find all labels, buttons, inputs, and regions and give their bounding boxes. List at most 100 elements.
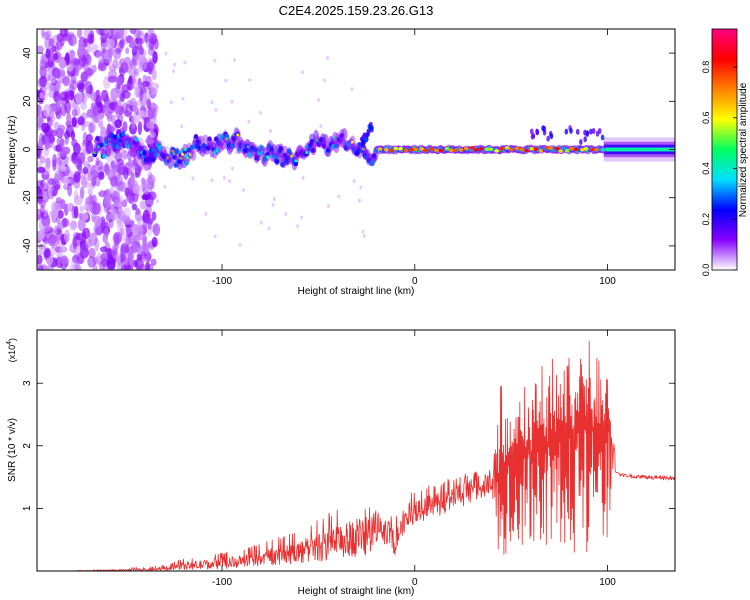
band-peak <box>294 159 298 163</box>
spike-blob <box>591 128 596 135</box>
strong-core <box>600 147 606 152</box>
noise-blob <box>76 158 83 171</box>
noise-blob <box>73 205 79 219</box>
noise-blob <box>37 166 46 174</box>
noise-blob <box>100 42 106 52</box>
colorbar-ticks: 0.0 0.2 0.4 0.6 0.8 <box>701 61 737 276</box>
noise-blob <box>94 226 103 236</box>
noise-blob <box>37 254 43 265</box>
noise-blob <box>103 194 112 209</box>
noise-blob <box>129 39 136 49</box>
noise-blob <box>116 162 125 176</box>
strong-peak <box>580 147 585 152</box>
noise-blob <box>48 185 53 199</box>
spectrogram-y-label: Frequency (Hz) <box>7 116 18 185</box>
sparse-dot <box>213 234 217 239</box>
noise-blob <box>152 223 161 236</box>
noise-blob <box>118 195 124 202</box>
noise-blob <box>100 252 108 262</box>
snr-y-tick-label: 1 <box>22 505 33 511</box>
noise-blob <box>87 256 96 268</box>
noise-blob <box>134 171 139 179</box>
noise-blob <box>77 152 86 165</box>
sparse-dot <box>165 145 169 150</box>
band-core <box>356 146 361 152</box>
noise-blob <box>58 124 66 133</box>
spectrogram-x-tick-label: 100 <box>599 276 616 287</box>
noise-blob <box>131 203 138 211</box>
noise-blob <box>42 225 51 233</box>
spectrogram-y-tick-label: -20 <box>22 190 33 205</box>
noise-blob <box>82 131 88 146</box>
sparse-dot <box>352 179 356 184</box>
noise-blob <box>137 121 142 136</box>
noise-blob <box>141 177 146 192</box>
noise-blob <box>82 227 91 240</box>
noise-blob <box>137 216 142 226</box>
noise-blob <box>77 41 87 50</box>
noise-blob <box>113 164 122 173</box>
noise-blob <box>104 162 110 176</box>
noise-blob <box>38 196 43 204</box>
sparse-dot <box>164 51 168 56</box>
noise-blob <box>148 29 154 40</box>
noise-blob <box>151 103 159 114</box>
noise-blob <box>119 39 125 49</box>
spike-blob <box>583 136 587 143</box>
noise-blob <box>123 217 132 226</box>
noise-blob <box>56 40 63 51</box>
noise-blob <box>144 32 149 44</box>
band-core <box>247 152 253 158</box>
noise-blob <box>57 222 66 230</box>
strong-peak <box>419 147 424 151</box>
noise-blob <box>104 106 109 117</box>
noise-blob <box>128 75 133 84</box>
noise-blob <box>37 249 44 256</box>
band-core <box>368 124 373 130</box>
strong-peak <box>403 148 409 153</box>
noise-blob <box>44 29 52 41</box>
noise-blob <box>129 29 137 35</box>
noise-blob <box>106 257 116 270</box>
noise-blob <box>87 33 95 45</box>
sparse-dot <box>238 242 242 247</box>
noise-blob <box>42 146 50 157</box>
spectrogram-x-ticks: -100 0 100 <box>212 29 616 287</box>
noise-blob <box>124 104 133 118</box>
noise-blob <box>141 194 149 201</box>
noise-blob <box>115 29 125 39</box>
noise-blob <box>95 89 100 97</box>
sparse-dot <box>268 129 272 134</box>
noise-blob <box>85 68 94 77</box>
sparse-dot <box>173 62 177 67</box>
noise-blob <box>53 225 58 235</box>
noise-blob <box>147 171 153 181</box>
sparse-dot <box>362 234 366 239</box>
noise-blob <box>104 226 109 238</box>
noise-blob <box>52 181 61 189</box>
band-core <box>361 139 366 145</box>
band-halo <box>190 150 197 161</box>
strong-peak <box>398 146 403 151</box>
noise-blob <box>48 247 57 256</box>
spike-blob <box>600 134 605 141</box>
noise-blob <box>70 221 78 229</box>
strong-peak <box>484 147 490 152</box>
spike-blob <box>564 128 569 135</box>
noise-blob <box>120 264 129 270</box>
noise-blob <box>136 224 144 237</box>
sparse-dot <box>271 203 275 208</box>
noise-blob <box>110 207 118 221</box>
noise-blob <box>141 81 150 88</box>
noise-blob <box>40 200 46 209</box>
noise-blob <box>37 230 45 241</box>
noise-blob <box>106 38 115 50</box>
sparse-dot <box>247 119 251 124</box>
sparse-dot <box>361 229 365 234</box>
noise-blob <box>151 236 158 248</box>
sparse-dot <box>272 197 276 202</box>
noise-blob <box>114 119 122 129</box>
noise-blob <box>152 51 158 64</box>
snr-y-ticks: 1 2 3 <box>22 380 675 511</box>
